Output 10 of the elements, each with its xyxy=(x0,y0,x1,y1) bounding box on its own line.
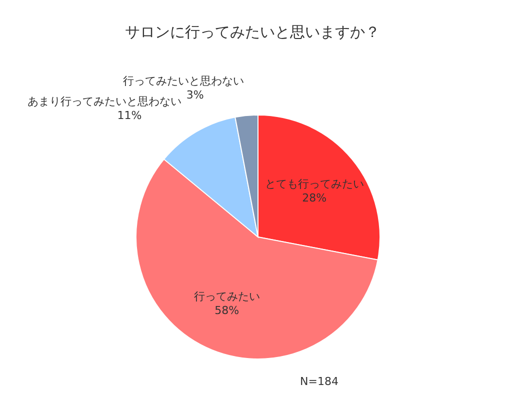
data-label: 28% xyxy=(302,191,327,204)
data-label: 11% xyxy=(117,108,142,122)
slice-label: とても行ってみたい xyxy=(264,177,364,190)
data-label: 3% xyxy=(186,88,204,102)
slice-label: 行ってみたい xyxy=(194,290,260,304)
slice-label: 行ってみたいと思わない xyxy=(122,74,244,88)
text: N=184 xyxy=(300,375,338,388)
data-label: 58% xyxy=(214,304,240,318)
chart-title: サロンに行ってみたいと思いますか？ xyxy=(125,23,380,41)
slice-label: あまり行ってみたいと思わない xyxy=(28,94,182,108)
